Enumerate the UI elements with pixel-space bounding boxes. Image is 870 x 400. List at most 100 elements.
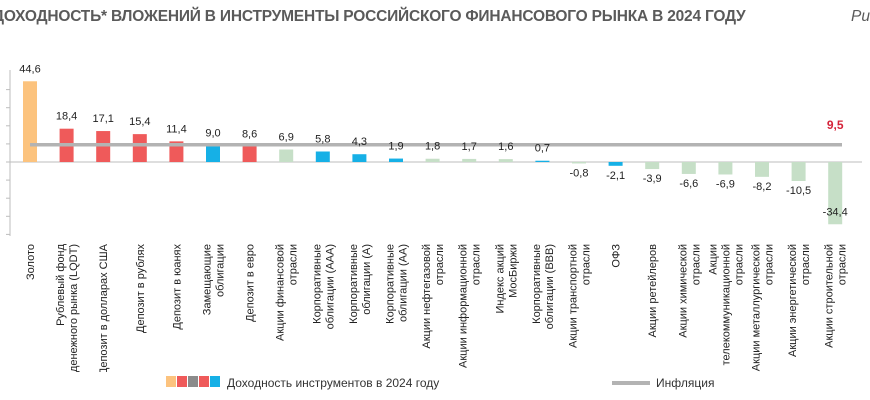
x-tick-label-line: Депозит в долларах США <box>98 243 110 372</box>
bar-value-label: 8,6 <box>242 128 257 140</box>
x-tick-label-line: Акции металлургической <box>751 244 763 371</box>
x-tick-label: Корпоративные облигации (А) <box>348 244 373 324</box>
x-tick-label: Акции финансовой отрасли <box>275 244 300 341</box>
inflation-value-label: 9,5 <box>827 118 844 132</box>
x-tick-label-line: Индекс акций <box>494 244 506 314</box>
x-tick-label-line: облигации (ААА) <box>324 244 336 329</box>
x-tick-label-line: Корпоративные <box>385 244 397 324</box>
x-tick-label: Депозит в евро <box>245 244 257 322</box>
x-tick-label-line: Акции финансовой <box>275 244 287 341</box>
bar-value-label: 1,8 <box>425 141 440 153</box>
bar-value-label: -0,8 <box>570 167 589 179</box>
bar-value-label: 5,8 <box>315 134 330 146</box>
legend-swatch <box>188 376 198 387</box>
x-tick-label-line: ОФЗ <box>611 244 623 268</box>
chart-title: ДОХОДНОСТЬ* ВЛОЖЕНИЙ В ИНСТРУМЕНТЫ РОССИ… <box>0 8 746 25</box>
x-tick-label: Акции нефтегазовой отрасли <box>421 244 446 349</box>
x-tick-label-line: отрасли <box>733 244 745 285</box>
x-tick-label: Депозит в юанях <box>171 244 183 330</box>
x-tick-label-line: отрасли <box>690 244 702 285</box>
x-tick-label: Акции ретейлеров <box>647 244 659 338</box>
bar-value-label: -6,9 <box>716 178 735 190</box>
bar-value-label: -34,4 <box>823 206 848 218</box>
bar-value-label: 17,1 <box>92 113 113 125</box>
x-tick-label-line: телекоммуникационной <box>720 244 732 365</box>
x-tick-label-line: Корпоративные <box>348 244 360 324</box>
x-tick-label-line: Корпоративные <box>531 244 543 324</box>
bar <box>791 162 806 182</box>
bar-chart: 44,6 18,4 17,1 15,4 11,4 9,0 8,6 6,9 5,8 4,3 1,9 1,… <box>6 63 862 372</box>
bar <box>425 158 440 162</box>
bar <box>206 145 220 162</box>
bar-value-label: 18,4 <box>56 111 77 123</box>
bar <box>462 158 477 162</box>
x-tick-label: Депозит в рублях <box>135 244 147 333</box>
x-tick-label-line: Акции энергетической <box>787 244 799 357</box>
x-tick-label: Акции строительной отрасли <box>824 244 849 348</box>
bar-value-label: 1,6 <box>498 141 513 153</box>
bar-value-label: -3,9 <box>643 173 662 185</box>
x-tick-label-line: Акции нефтегазовой <box>421 244 433 349</box>
bar-value-label: 9,0 <box>205 128 220 140</box>
x-tick-label: Корпоративные облигации (АА) <box>385 244 410 324</box>
legend-swatches <box>166 376 221 390</box>
bar-value-label: 4,3 <box>352 136 367 148</box>
x-tick-label-line: облигации <box>215 244 227 297</box>
x-tick-label: Замещающие облигации <box>202 244 227 315</box>
legend-swatch <box>199 376 209 387</box>
x-tick-label-line: Акции <box>707 244 719 275</box>
bar <box>755 162 769 177</box>
bar <box>389 158 403 162</box>
figure-label: Ри <box>851 8 870 25</box>
x-tick-label-line: Золото <box>25 244 37 280</box>
bar-value-label: -2,1 <box>606 170 625 182</box>
legend-swatch <box>177 376 187 387</box>
x-tick-label-line: отрасли <box>434 244 446 285</box>
bar-value-label: 6,9 <box>279 132 294 144</box>
legend-inflation-line <box>612 381 650 385</box>
legend-inflation-label: Инфляция <box>656 376 715 390</box>
x-tick-label-line: Акции транспортной <box>568 244 580 348</box>
bar-value-label: 1,7 <box>462 141 477 153</box>
x-tick-label-line: отрасли <box>800 244 812 285</box>
bar <box>279 149 294 162</box>
legend-bars: Доходность инструментов в 2024 году <box>166 376 439 390</box>
bar <box>242 146 257 162</box>
bar <box>498 159 513 162</box>
x-tick-label: Акции информационной отрасли <box>458 244 483 368</box>
x-tick-label-line: Акции информационной <box>458 244 470 368</box>
x-tick-label: Акции транспортной отрасли <box>568 244 593 348</box>
legend-inflation: Инфляция <box>612 376 714 390</box>
x-tick-label: Золото <box>25 244 37 280</box>
bar-value-label: 11,4 <box>166 123 187 135</box>
x-tick-label-line: облигации (АА) <box>398 244 410 322</box>
x-tick-label: Акции телекоммуникационной отрасли <box>707 244 745 365</box>
x-tick-label: Депозит в долларах США <box>98 243 110 372</box>
x-tick-label-line: Акции химической <box>677 244 689 338</box>
bar <box>315 151 330 162</box>
bar-value-label: -8,2 <box>753 181 772 193</box>
x-tick-label-line: облигации (А) <box>361 244 373 315</box>
x-tick-label: Акции энергетической отрасли <box>787 244 812 357</box>
x-tick-label-line: Замещающие <box>202 244 214 315</box>
bar <box>718 162 733 175</box>
bar <box>645 162 660 170</box>
x-tick-label-line: Депозит в евро <box>245 244 257 322</box>
x-tick-label-line: облигации (ВВВ) <box>544 244 556 329</box>
x-tick-label-line: отрасли <box>764 244 776 285</box>
x-tick-label-line: отрасли <box>288 244 300 285</box>
bar-value-label: -6,6 <box>679 178 698 190</box>
x-tick-label-line: Корпоративные <box>311 244 323 324</box>
x-tick-label: Корпоративные облигации (ВВВ) <box>531 244 556 329</box>
x-tick-label-line: Акции строительной <box>824 244 836 348</box>
x-tick-label-line: денежного рынка (LQDT) <box>68 244 80 372</box>
legend-bars-label: Доходность инструментов в 2024 году <box>227 376 440 390</box>
x-tick-label: ОФЗ <box>611 244 623 268</box>
bar <box>828 162 843 225</box>
x-tick-label-line: отрасли <box>581 244 593 285</box>
x-tick-label: Акции химической отрасли <box>677 244 702 338</box>
x-tick-label: Индекс акций МосБиржи <box>494 244 519 314</box>
bar-value-label: 0,7 <box>535 143 550 155</box>
x-tick-label-line: Депозит в юанях <box>171 244 183 330</box>
bar <box>352 154 367 162</box>
